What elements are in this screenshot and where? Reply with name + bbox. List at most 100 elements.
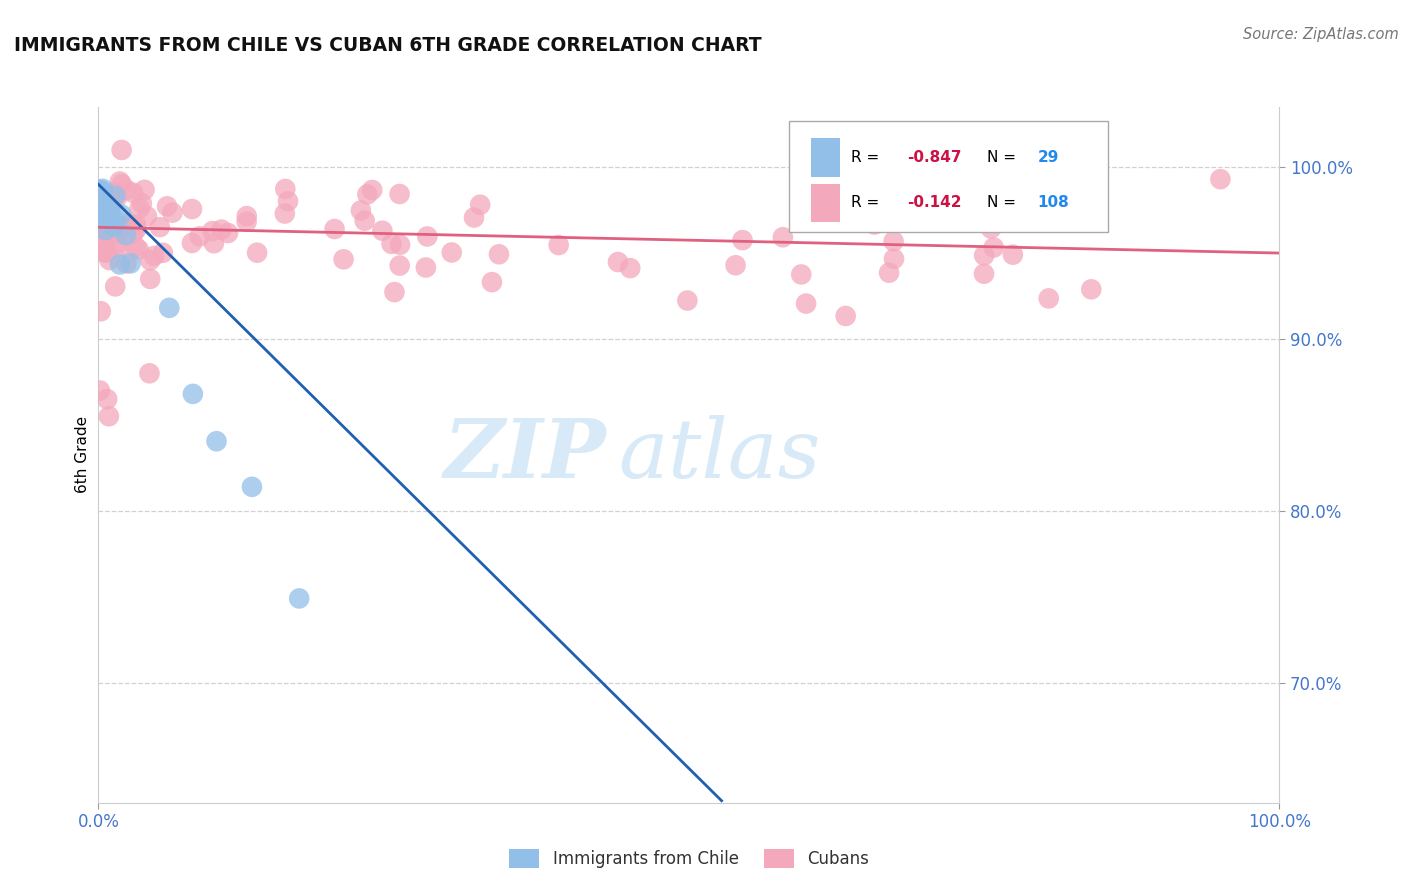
- Point: [97, 409, 120, 424]
- FancyBboxPatch shape: [811, 138, 841, 177]
- Point: [108, 240, 131, 254]
- Point: [162, 205, 184, 219]
- Point: [136, 209, 159, 223]
- Point: [772, 230, 794, 244]
- Legend: Immigrants from Chile, Cubans: Immigrants from Chile, Cubans: [502, 842, 876, 874]
- Point: [108, 258, 131, 272]
- Point: [98, 208, 121, 222]
- Point: [122, 186, 145, 200]
- Point: [877, 266, 900, 280]
- Point: [98, 202, 121, 216]
- Point: [371, 224, 394, 238]
- Point: [97, 214, 120, 228]
- Point: [619, 261, 641, 276]
- Point: [288, 591, 311, 606]
- Point: [91, 205, 114, 219]
- Point: [115, 183, 138, 197]
- Point: [89, 384, 111, 398]
- Point: [240, 480, 263, 494]
- Point: [470, 198, 492, 212]
- Point: [100, 197, 122, 211]
- Point: [488, 247, 510, 261]
- Point: [115, 228, 138, 243]
- Point: [202, 236, 225, 251]
- Point: [104, 279, 127, 293]
- Point: [983, 241, 1005, 255]
- Point: [104, 213, 127, 227]
- Point: [415, 260, 437, 275]
- Point: [980, 221, 1002, 235]
- Point: [98, 227, 121, 242]
- Point: [181, 387, 204, 401]
- Point: [973, 267, 995, 281]
- Point: [90, 205, 112, 219]
- Point: [380, 236, 402, 251]
- Point: [111, 177, 134, 191]
- Text: IMMIGRANTS FROM CHILE VS CUBAN 6TH GRADE CORRELATION CHART: IMMIGRANTS FROM CHILE VS CUBAN 6TH GRADE…: [14, 36, 762, 54]
- Text: -0.847: -0.847: [907, 150, 962, 165]
- Point: [973, 248, 995, 262]
- Y-axis label: 6th Grade: 6th Grade: [75, 417, 90, 493]
- Point: [731, 233, 754, 247]
- Point: [96, 245, 118, 260]
- Point: [201, 224, 224, 238]
- Point: [96, 392, 118, 406]
- Point: [105, 191, 128, 205]
- Point: [463, 211, 485, 225]
- Point: [181, 235, 204, 250]
- Point: [796, 201, 818, 215]
- Point: [209, 222, 232, 236]
- Text: R =: R =: [851, 195, 884, 211]
- Point: [388, 259, 411, 273]
- Point: [118, 216, 141, 230]
- Point: [125, 222, 148, 236]
- Point: [356, 187, 378, 202]
- Point: [108, 224, 131, 238]
- Text: N =: N =: [987, 150, 1021, 165]
- Point: [93, 209, 115, 223]
- Point: [143, 249, 166, 263]
- Point: [277, 194, 299, 209]
- Point: [235, 214, 257, 228]
- Point: [90, 241, 112, 255]
- FancyBboxPatch shape: [811, 184, 841, 222]
- Point: [157, 301, 180, 315]
- Text: -0.142: -0.142: [907, 195, 962, 211]
- Text: 108: 108: [1038, 195, 1069, 211]
- Point: [217, 226, 239, 240]
- Point: [90, 219, 112, 234]
- Point: [883, 252, 905, 266]
- Point: [120, 256, 142, 270]
- Point: [236, 209, 259, 223]
- Point: [107, 237, 129, 252]
- Point: [384, 285, 406, 299]
- Point: [90, 304, 112, 318]
- Point: [100, 203, 122, 218]
- Point: [128, 202, 150, 216]
- Point: [138, 367, 160, 381]
- Point: [323, 222, 346, 236]
- Point: [128, 243, 150, 257]
- Text: 29: 29: [1038, 150, 1059, 165]
- Point: [481, 275, 503, 289]
- Point: [794, 296, 817, 310]
- Point: [139, 253, 162, 268]
- Point: [1001, 247, 1024, 261]
- Point: [246, 245, 269, 260]
- Point: [156, 199, 179, 213]
- Text: ZIP: ZIP: [444, 415, 606, 495]
- Point: [105, 219, 128, 234]
- Point: [607, 255, 630, 269]
- Point: [100, 226, 122, 240]
- Point: [332, 252, 354, 267]
- Point: [110, 207, 132, 221]
- Point: [416, 229, 439, 244]
- Point: [91, 207, 114, 221]
- Point: [87, 186, 110, 201]
- Point: [274, 206, 297, 220]
- Point: [98, 253, 121, 268]
- Point: [96, 189, 118, 203]
- Point: [91, 245, 114, 260]
- Point: [205, 434, 228, 449]
- Point: [90, 195, 112, 210]
